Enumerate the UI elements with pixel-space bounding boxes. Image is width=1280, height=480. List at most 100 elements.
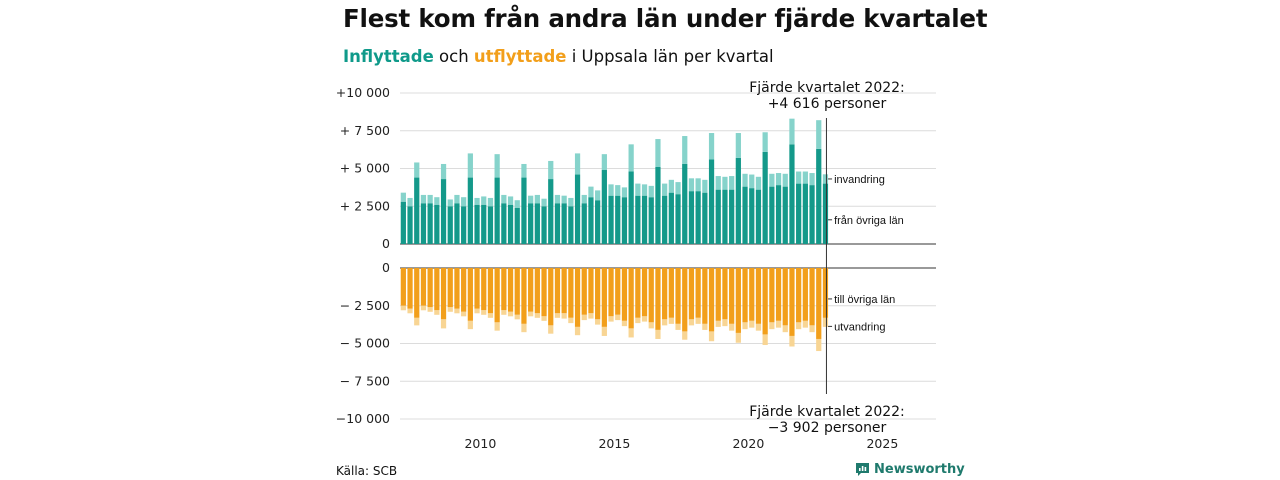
bar-utvandring [554,313,561,318]
bar-invandring [467,153,473,178]
bar-fran-ovriga-lan [574,174,581,244]
bar-utvandring [722,319,728,327]
bar-fran-ovriga-lan [501,203,507,244]
bar-utvandring [588,313,594,319]
bar-invandring [742,173,748,187]
bar-fran-ovriga-lan [507,204,514,244]
bar-utvandring [440,319,447,329]
bar-invandring [755,176,762,190]
bar-utvandring [541,316,547,321]
bar-utvandring [427,307,433,312]
bar-invandring [568,197,574,207]
bar-till-ovriga-lan [655,268,661,330]
bar-utvandring [682,331,688,340]
bar-utvandring [648,322,654,329]
bar-utvandring [708,331,715,342]
bar-utvandring [407,308,413,314]
x-tick-label: 2015 [598,436,630,451]
y-tick-label: − 2 500 [340,298,390,313]
x-tick-label: 2010 [464,436,496,451]
bar-invandring [554,194,561,204]
bar-utvandring [434,310,440,315]
bar-utvandring [775,320,782,328]
bar-till-ovriga-lan [507,268,514,312]
bar-till-ovriga-lan [420,268,427,306]
bar-till-ovriga-lan [454,268,460,309]
bar-invandring [729,176,735,190]
bar-invandring [400,192,406,202]
bar-invandring [708,133,715,160]
bar-invandring [454,194,460,204]
bar-invandring [420,194,427,204]
bar-utvandring [628,328,634,338]
bar-till-ovriga-lan [414,268,420,318]
bar-utvandring [635,317,641,324]
bar-fran-ovriga-lan [400,201,406,244]
bar-fran-ovriga-lan [688,191,695,244]
bar-invandring [548,160,554,180]
bar-fran-ovriga-lan [454,203,460,244]
bar-utvandring [762,334,768,346]
bar-invandring [628,144,634,172]
bar-invandring [816,120,822,149]
bar-fran-ovriga-lan [816,148,822,244]
bar-utvandring [507,311,514,317]
bar-utvandring [595,319,601,325]
bar-utvandring [796,322,802,330]
bar-fran-ovriga-lan [615,195,621,244]
bar-till-ovriga-lan [715,268,721,321]
bar-till-ovriga-lan [528,268,534,312]
bar-utvandring [729,323,735,331]
bar-till-ovriga-lan [628,268,634,329]
bar-invandring [682,136,688,164]
bar-invandring [487,197,494,207]
bar-fran-ovriga-lan [548,179,554,244]
y-tick-label: 0 [382,260,390,275]
bar-invandring [662,183,668,196]
bar-utvandring [621,320,628,327]
bar-till-ovriga-lan [574,268,581,327]
bar-till-ovriga-lan [487,268,494,314]
bar-invandring [675,182,681,195]
bar-invandring [528,195,534,204]
segment-label-invandring: invandring [834,174,885,186]
bar-fran-ovriga-lan [722,189,728,244]
bar-till-ovriga-lan [688,268,695,320]
x-tick-label: 2020 [732,436,764,451]
bar-till-ovriga-lan [675,268,681,324]
subtitle-och: och [433,47,474,66]
bar-utvandring [501,310,507,315]
bar-till-ovriga-lan [541,268,547,317]
bar-till-ovriga-lan [400,268,406,306]
bar-fran-ovriga-lan [528,203,534,244]
bar-till-ovriga-lan [561,268,567,314]
bar-till-ovriga-lan [782,268,788,326]
bar-invandring [534,194,540,204]
bar-utvandring [454,308,460,314]
bar-invandring [481,196,487,205]
bar-invandring [427,194,433,204]
bar-utvandring [447,307,453,312]
gridlines [400,92,936,420]
bar-invandring [615,185,621,196]
bar-fran-ovriga-lan [822,183,829,244]
annotation-bottom-line2: −3 902 personer [768,420,887,436]
bar-invandring [434,197,440,205]
bar-till-ovriga-lan [588,268,594,314]
bar-invandring [695,178,701,192]
bar-fran-ovriga-lan [494,177,500,244]
bar-till-ovriga-lan [775,268,782,321]
subtitle-inflyttade: Inflyttade [343,47,434,66]
bar-invandring [514,200,520,208]
bar-till-ovriga-lan [749,268,755,321]
bar-till-ovriga-lan [467,268,473,321]
bar-fran-ovriga-lan [762,151,768,244]
bar-fran-ovriga-lan [749,188,755,244]
bar-fran-ovriga-lan [755,189,762,244]
bar-fran-ovriga-lan [802,183,808,244]
bar-fran-ovriga-lan [601,170,607,244]
bar-utvandring [695,317,701,324]
bar-invandring [655,139,661,167]
bar-invandring [789,118,795,145]
bar-till-ovriga-lan [434,268,440,311]
